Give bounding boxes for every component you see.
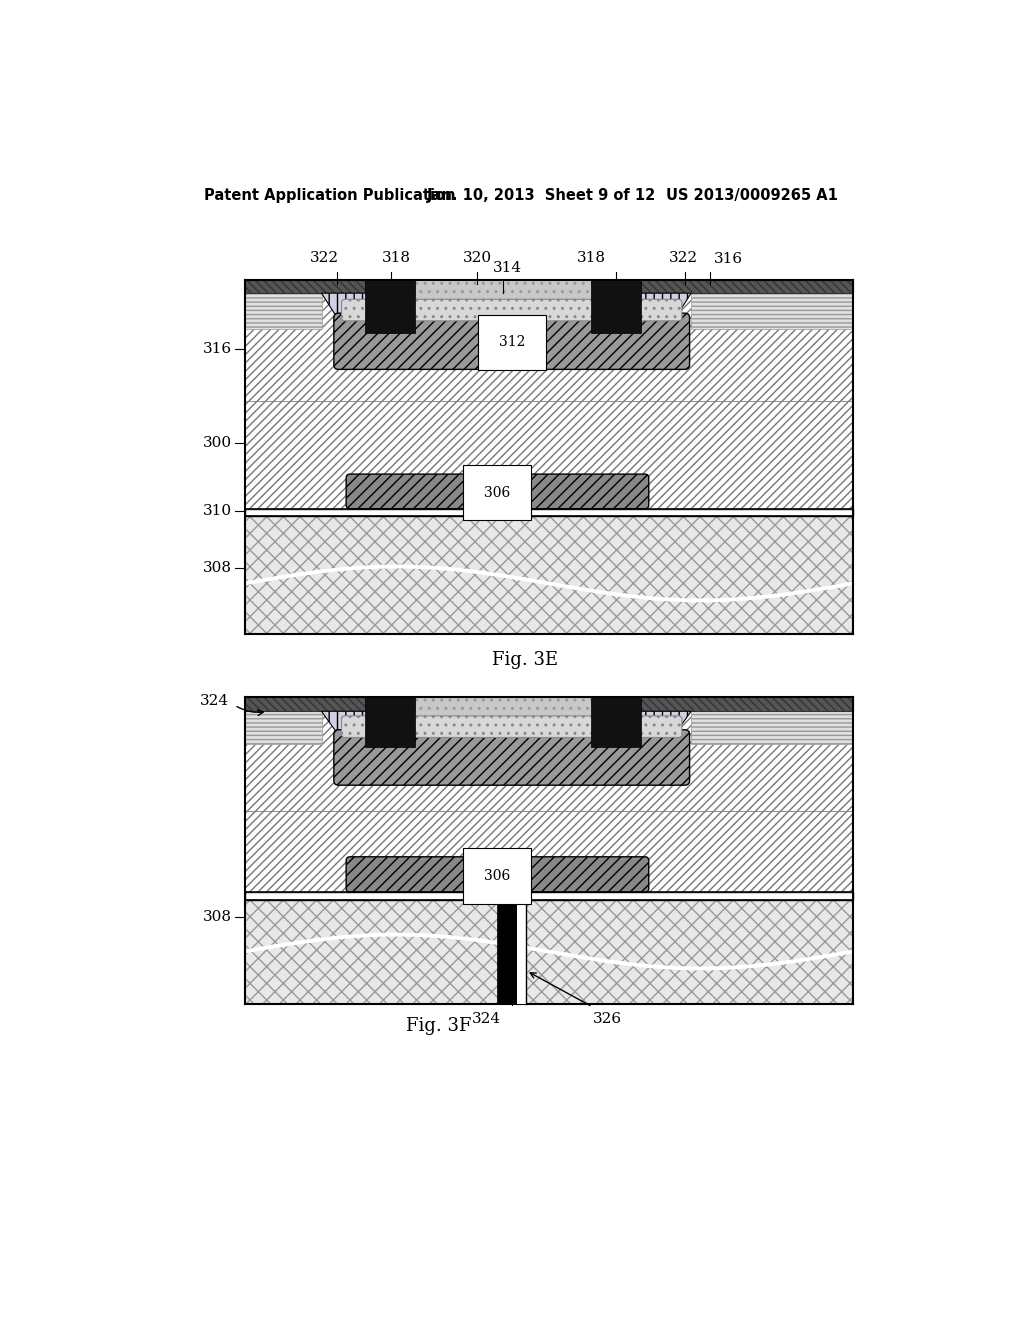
Text: Fig. 3F: Fig. 3F bbox=[406, 1016, 471, 1035]
Text: 310: 310 bbox=[203, 504, 232, 517]
FancyBboxPatch shape bbox=[346, 857, 649, 892]
Bar bbox=[691, 293, 853, 330]
Bar bbox=[245, 280, 853, 293]
Bar bbox=[245, 401, 853, 508]
Polygon shape bbox=[322, 293, 691, 330]
Bar bbox=[245, 293, 853, 401]
Text: 326: 326 bbox=[593, 1011, 622, 1026]
FancyBboxPatch shape bbox=[346, 474, 649, 508]
Text: US 2013/0009265 A1: US 2013/0009265 A1 bbox=[666, 187, 838, 203]
Text: 308: 308 bbox=[203, 561, 232, 576]
Text: 318: 318 bbox=[382, 251, 411, 264]
Bar bbox=[691, 711, 853, 743]
Bar bbox=[245, 892, 853, 900]
Text: 306: 306 bbox=[484, 869, 510, 883]
Text: 324: 324 bbox=[200, 694, 229, 709]
Bar bbox=[366, 280, 416, 333]
Bar bbox=[416, 280, 591, 304]
Bar bbox=[517, 892, 526, 1003]
Text: 312: 312 bbox=[499, 335, 525, 350]
Bar bbox=[591, 280, 641, 333]
Text: 322: 322 bbox=[310, 251, 339, 264]
Text: 306: 306 bbox=[484, 486, 510, 499]
Bar bbox=[245, 812, 853, 892]
Bar bbox=[245, 516, 853, 635]
Bar bbox=[245, 900, 853, 1003]
Bar bbox=[497, 892, 526, 1003]
FancyBboxPatch shape bbox=[334, 313, 689, 370]
Text: 300: 300 bbox=[203, 437, 232, 450]
Bar bbox=[366, 697, 416, 747]
Text: 308: 308 bbox=[203, 909, 232, 924]
Text: 324: 324 bbox=[472, 1011, 501, 1026]
Text: 314: 314 bbox=[494, 261, 522, 276]
Bar bbox=[245, 293, 322, 330]
FancyBboxPatch shape bbox=[342, 300, 682, 321]
Text: 320: 320 bbox=[463, 251, 492, 264]
Text: Jan. 10, 2013  Sheet 9 of 12: Jan. 10, 2013 Sheet 9 of 12 bbox=[427, 187, 656, 203]
Bar bbox=[245, 711, 853, 812]
Bar bbox=[591, 697, 641, 747]
Text: Patent Application Publication: Patent Application Publication bbox=[204, 187, 456, 203]
Text: 318: 318 bbox=[577, 251, 605, 264]
Text: 316: 316 bbox=[203, 342, 232, 356]
Text: 316: 316 bbox=[714, 252, 743, 267]
Bar bbox=[245, 508, 853, 516]
Text: Fig. 3E: Fig. 3E bbox=[492, 651, 558, 669]
Bar bbox=[416, 697, 591, 721]
Bar bbox=[245, 711, 322, 743]
Polygon shape bbox=[322, 711, 691, 743]
FancyBboxPatch shape bbox=[334, 730, 689, 785]
Text: 322: 322 bbox=[669, 251, 698, 264]
FancyBboxPatch shape bbox=[342, 715, 682, 738]
Bar bbox=[245, 697, 853, 711]
